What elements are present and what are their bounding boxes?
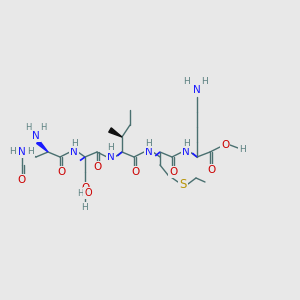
Text: O: O [94, 162, 102, 172]
Text: O: O [131, 167, 139, 177]
Text: O: O [18, 175, 26, 185]
Text: H: H [25, 124, 31, 133]
Text: H: H [146, 139, 152, 148]
Text: H: H [238, 146, 245, 154]
Text: N: N [107, 152, 115, 162]
Text: N: N [32, 131, 40, 141]
Text: N: N [145, 147, 153, 157]
Text: O: O [221, 140, 229, 150]
Text: N: N [70, 147, 78, 157]
Text: H: H [28, 148, 34, 157]
Text: H: H [10, 148, 16, 157]
Text: H: H [82, 202, 88, 211]
Text: H: H [108, 143, 114, 152]
Text: O: O [81, 183, 89, 193]
Text: O: O [57, 167, 65, 177]
Text: O: O [207, 165, 215, 175]
Text: H: H [70, 139, 77, 148]
Text: N: N [193, 85, 201, 95]
Text: H: H [184, 77, 190, 86]
Text: N: N [18, 147, 26, 157]
Polygon shape [109, 128, 122, 137]
Text: O: O [84, 188, 92, 198]
Text: N: N [182, 147, 190, 157]
Text: H: H [183, 139, 189, 148]
Polygon shape [37, 141, 48, 152]
Text: O: O [169, 167, 177, 177]
Text: H: H [40, 124, 46, 133]
Text: S: S [179, 178, 187, 190]
Text: H: H [201, 77, 207, 86]
Text: H: H [77, 188, 83, 197]
